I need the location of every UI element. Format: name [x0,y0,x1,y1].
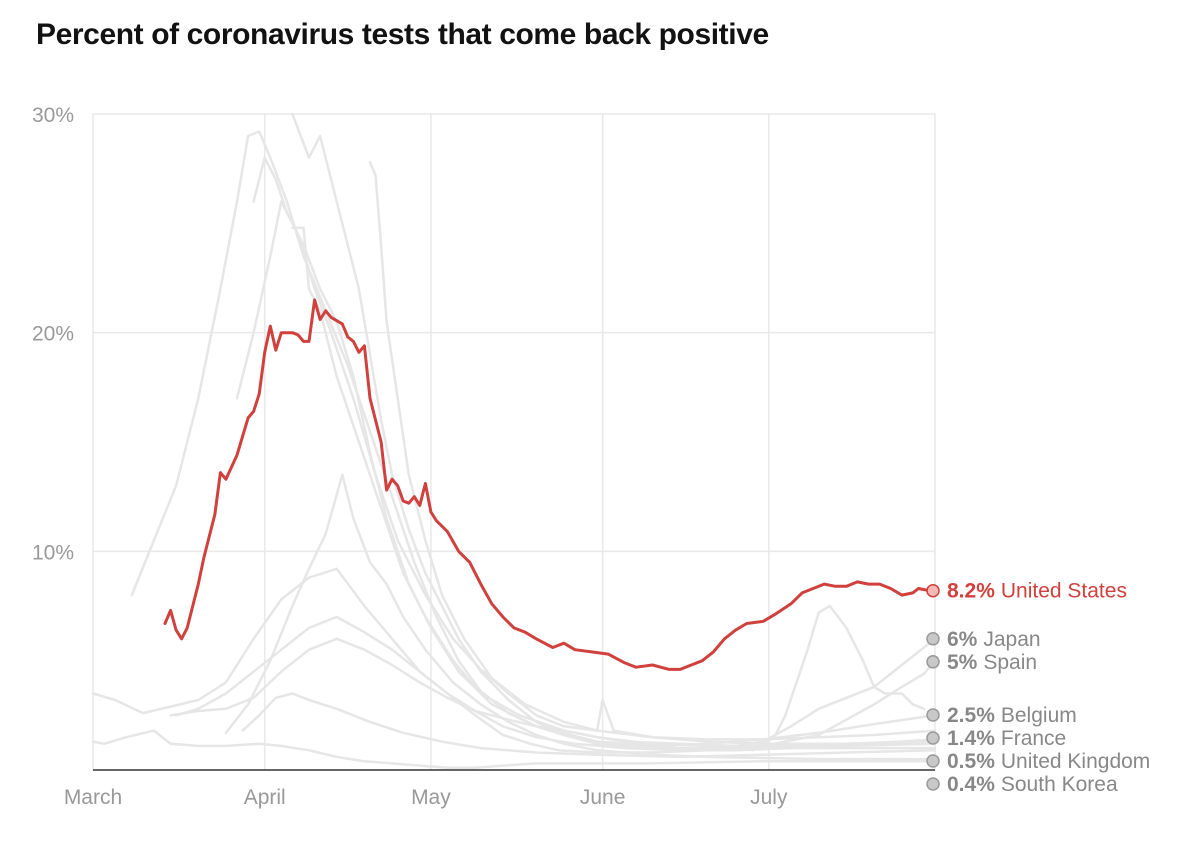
y-tick-label: 10% [32,541,74,564]
series-line-belgium [130,130,937,748]
end-marker-spain [926,655,940,669]
end-marker-japan [926,632,940,646]
end-value-united-states: 8.2% [947,580,995,603]
x-tick-label: April [244,786,286,809]
end-value-belgium: 2.5% [947,704,995,727]
series-line-unlabeled [291,226,937,750]
end-marker-france [926,731,940,745]
end-label-united-kingdom: 0.5% United Kingdom [947,750,1150,773]
axis-ticks: 10% 20% 30% March April May June July [32,104,788,809]
chart-title: Percent of coronavirus tests that come b… [36,18,769,51]
end-value-japan: 6% [947,628,978,651]
end-label-belgium: 2.5% Belgium [947,704,1077,727]
series-line-united-kingdom [224,473,937,761]
series-line-unlabeled [235,200,937,746]
x-tick-label: July [750,786,788,809]
series-line-united-states [163,298,937,671]
end-name-united-states: United States [1001,580,1127,603]
x-tick-label: June [580,786,626,809]
grid [92,113,936,771]
end-value-united-kingdom: 0.5% [947,750,995,773]
y-tick-label: 20% [32,323,74,346]
series-line-unlabeled [750,604,926,752]
context-lines [91,112,937,770]
series-line-unlabeled [252,156,937,750]
end-name-france: France [1001,727,1066,750]
y-tick-label: 30% [32,104,74,127]
series-line-unlabeled [368,160,937,741]
end-marker-south-korea [926,777,940,791]
series-line-unlabeled [241,692,937,759]
end-value-south-korea: 0.4% [947,773,995,796]
end-value-france: 1.4% [947,727,995,750]
end-name-united-kingdom: United Kingdom [1001,750,1150,773]
end-name-japan: Japan [983,628,1040,651]
end-label-united-states: 8.2% United States [947,580,1127,603]
end-value-spain: 5% [947,651,978,674]
end-marker-united-states [926,583,940,598]
end-name-spain: Spain [983,651,1037,674]
end-label-south-korea: 0.4% South Korea [947,773,1118,796]
end-marker-united-kingdom [926,754,940,768]
x-tick-label: March [64,786,122,809]
end-label-spain: 5% Spain [947,651,1037,674]
series-line-unlabeled [169,637,937,748]
end-name-belgium: Belgium [1001,704,1077,727]
series-line-south-korea [91,729,937,770]
x-tick-label: May [411,786,451,809]
series-line-spain [291,112,937,750]
end-name-south-korea: South Korea [1001,773,1118,796]
end-marker-belgium [926,708,940,722]
end-label-japan: 6% Japan [947,628,1041,651]
highlight-lines [163,298,937,671]
end-label-france: 1.4% France [947,727,1066,750]
